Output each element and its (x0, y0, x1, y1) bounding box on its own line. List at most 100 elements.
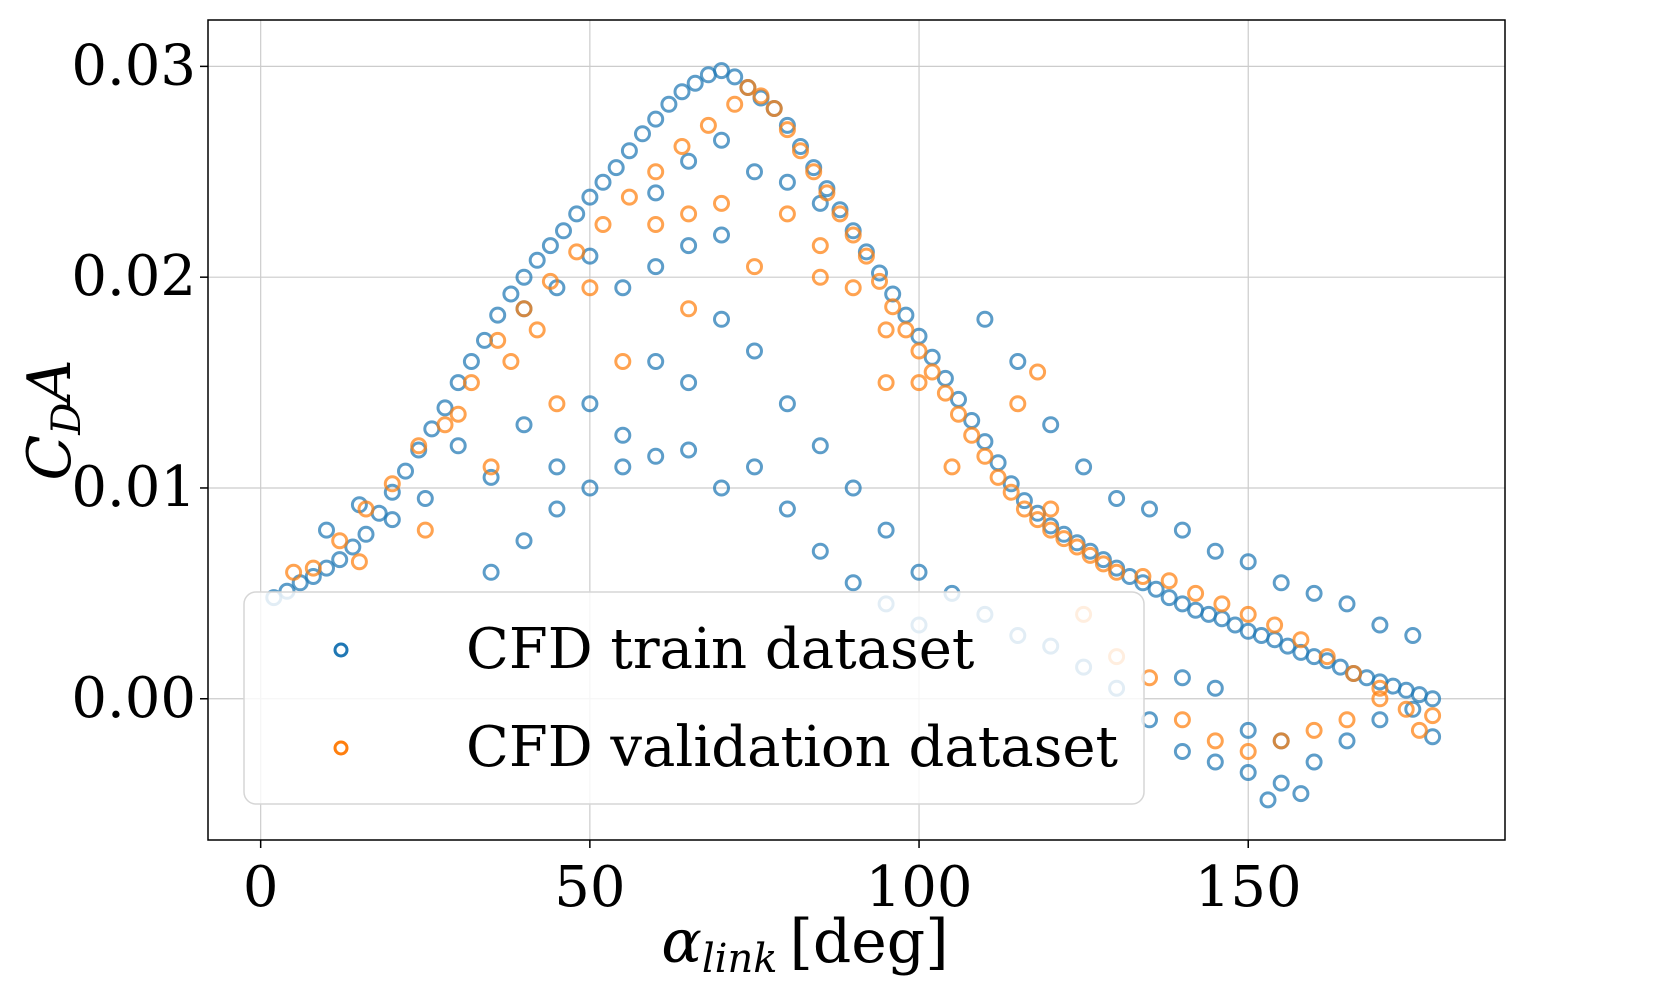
data-point (792, 142, 809, 160)
data-point (746, 258, 763, 276)
data-point (857, 247, 875, 265)
data-point (1173, 743, 1191, 760)
data-point (680, 152, 698, 170)
data-point (515, 532, 533, 550)
data-point (528, 251, 546, 269)
legend-marker-train (333, 642, 349, 658)
data-point (581, 188, 599, 206)
data-point (357, 500, 375, 518)
data-point (436, 416, 454, 434)
series-1 (285, 79, 1442, 760)
y-tick-label: 0.03 (71, 33, 196, 98)
data-point (871, 272, 888, 290)
x-axis-label: αlink [deg] (661, 907, 948, 982)
data-point (318, 521, 335, 539)
data-point (1055, 530, 1073, 548)
legend-box (243, 591, 1145, 805)
y-tick-label: 0.02 (71, 244, 196, 309)
data-point (647, 163, 665, 181)
data-point (449, 437, 467, 455)
data-point (647, 110, 665, 128)
data-point (1305, 721, 1323, 739)
y-tick-label: 0.01 (71, 455, 196, 520)
data-point (680, 237, 698, 255)
data-point (462, 374, 480, 392)
data-point (1160, 589, 1178, 607)
data-point (713, 310, 730, 328)
data-point (1068, 538, 1086, 556)
data-point (699, 116, 717, 134)
data-point (285, 563, 303, 581)
y-ticks: 0.00 0.01 0.02 0.03 (71, 33, 208, 731)
data-point (811, 542, 829, 560)
data-point (482, 563, 500, 581)
data-point (1160, 572, 1178, 590)
x-tick-label: 0 (243, 855, 279, 920)
data-point (634, 125, 651, 143)
data-point (680, 205, 698, 223)
data-point (877, 521, 895, 539)
data-point (304, 568, 322, 585)
data-point (844, 479, 862, 497)
data-point (1042, 416, 1060, 434)
data-point (581, 395, 599, 413)
data-point (1259, 791, 1277, 809)
data-point (1404, 700, 1422, 718)
data-point (383, 511, 401, 529)
data-point (713, 131, 730, 149)
data-point (818, 184, 836, 202)
y-axis-label: CDA (15, 359, 90, 480)
data-point (489, 306, 507, 324)
data-point (581, 279, 599, 297)
data-point (1338, 711, 1356, 729)
data-point (1173, 669, 1191, 687)
data-point (620, 188, 638, 206)
data-point (482, 468, 500, 486)
data-point (1134, 574, 1152, 592)
data-point (1279, 637, 1297, 655)
data-point (884, 298, 902, 316)
data-point (1371, 711, 1389, 729)
data-point (541, 237, 559, 255)
legend: CFD train dataset CFD validation dataset (243, 591, 1145, 805)
data-point (515, 416, 533, 434)
data-point (1266, 616, 1284, 634)
data-point (647, 353, 665, 370)
data-point (1424, 728, 1442, 746)
data-point (1187, 584, 1205, 602)
data-point (739, 79, 757, 96)
data-point (1239, 764, 1257, 781)
data-point (1338, 732, 1356, 750)
data-point (897, 321, 915, 339)
data-point (436, 399, 454, 417)
data-point (515, 268, 533, 286)
data-point (462, 353, 480, 370)
data-point (304, 559, 322, 577)
plot-frame (207, 19, 1506, 841)
data-point (541, 272, 559, 290)
data-point (1009, 353, 1027, 370)
data-point (680, 441, 698, 459)
data-point (805, 163, 823, 181)
data-point (1239, 605, 1257, 623)
data-point (331, 532, 349, 550)
data-point (1292, 631, 1310, 649)
data-point (1015, 492, 1033, 510)
data-point (449, 405, 467, 423)
x-tick-label: 100 (866, 855, 973, 920)
data-point (713, 479, 730, 497)
data-point (482, 458, 500, 476)
data-point (1345, 665, 1363, 682)
data-point (673, 83, 691, 101)
data-point (1272, 774, 1290, 792)
data-point (581, 479, 599, 497)
legend-label-train: CFD train dataset (466, 617, 975, 682)
data-point (594, 216, 612, 233)
data-point (614, 353, 632, 370)
data-point (647, 258, 665, 276)
data-point (647, 184, 665, 202)
data-point (614, 426, 632, 444)
data-point (607, 159, 625, 177)
data-point (1206, 542, 1224, 560)
data-point (1292, 785, 1310, 803)
